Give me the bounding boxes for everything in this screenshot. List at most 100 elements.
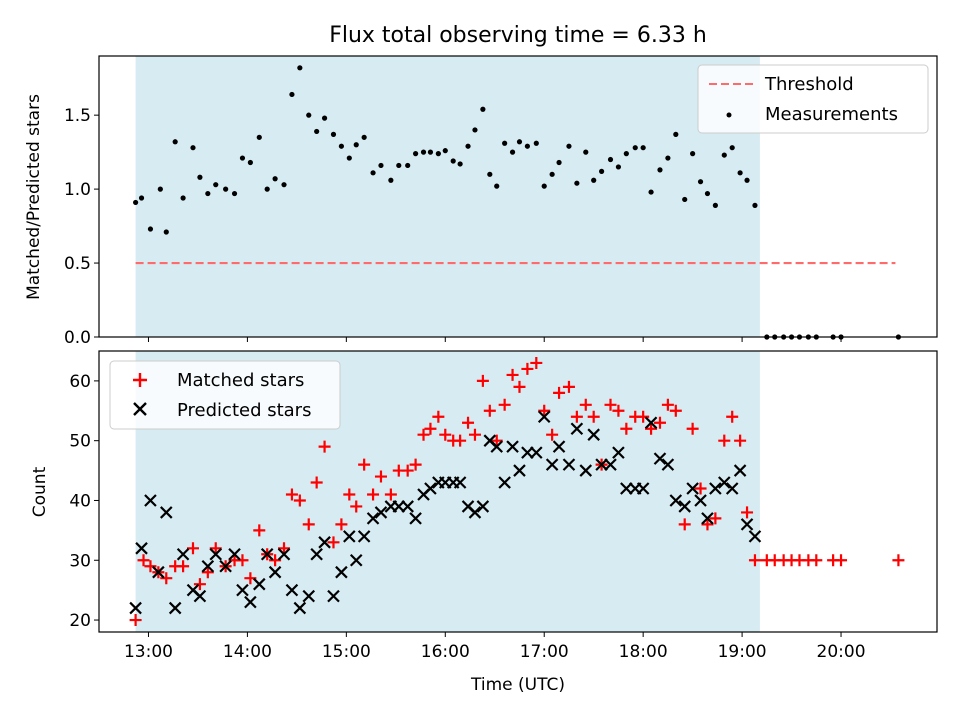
predicted-star-point — [476, 500, 490, 513]
measurement-point — [388, 177, 394, 183]
matched-star-point — [718, 434, 731, 447]
predicted-star-point — [604, 458, 617, 471]
measurement-point — [623, 151, 629, 157]
observing-window-shade — [135, 56, 760, 337]
predicted-star-point — [498, 476, 511, 489]
matched-star-point — [293, 494, 306, 507]
matched-star-point — [835, 554, 848, 567]
top-y-axis: 0.0 0.5 1.0 1.5 — [64, 106, 99, 348]
bottom-x-axis: 13:00 14:00 15:00 16:00 17:00 18:00 19:00 20:00 — [124, 632, 866, 662]
measurement-point — [180, 195, 186, 201]
predicted-star-point — [506, 440, 519, 453]
measurement-point — [494, 183, 500, 189]
measurement-point — [281, 182, 287, 188]
predicted-star-point — [335, 565, 348, 579]
measurement-point — [524, 143, 530, 149]
measurement-point — [541, 183, 547, 189]
matched-star-point — [892, 554, 905, 567]
measurement-point — [412, 151, 419, 157]
predicted-star-point — [686, 482, 699, 495]
measurement-point — [314, 128, 320, 135]
measurement-point — [697, 179, 704, 185]
measurement-point — [533, 140, 539, 146]
measurement-point — [737, 170, 743, 176]
measurement-point — [450, 158, 456, 164]
predicted-star-point — [424, 482, 437, 495]
bottom-x-axis-label: Time (UTC) — [470, 675, 565, 695]
predicted-star-point — [595, 458, 608, 471]
predicted-star-point — [285, 583, 299, 597]
measurement-point — [264, 186, 270, 192]
predicted-star-point — [144, 494, 157, 507]
matched-star-point — [678, 518, 691, 531]
bottom-y-axis: 20 30 40 50 60 — [69, 372, 99, 631]
measurement-point — [480, 106, 486, 112]
measurement-point — [591, 177, 597, 183]
matched-star-point — [490, 434, 503, 447]
top-y-axis-label: Matched/Predicted stars — [24, 94, 44, 300]
measurement-point — [338, 143, 344, 149]
matched-star-point — [686, 422, 699, 435]
predicted-star-point — [268, 565, 282, 579]
predicted-star-point — [709, 482, 722, 495]
measurement-point — [673, 131, 679, 137]
bottom-y-axis-label: Count — [30, 466, 50, 517]
predicted-star-point — [725, 482, 739, 495]
measurement-point — [487, 171, 493, 177]
measurement-point — [665, 155, 671, 161]
predicted-star-point — [552, 440, 566, 453]
measurement-point — [729, 145, 735, 151]
measurement-point — [574, 180, 580, 186]
matched-star-point — [424, 422, 437, 435]
predicted-star-point — [219, 559, 232, 573]
matched-star-point — [530, 356, 543, 369]
matched-star-point — [483, 404, 496, 417]
matched-star-point — [669, 404, 682, 417]
predicted-star-point — [260, 547, 274, 561]
matched-star-point — [498, 398, 511, 411]
measurement-point — [465, 143, 471, 149]
matched-star-point — [137, 554, 150, 567]
measurement-point — [213, 182, 219, 188]
measurement-point — [239, 155, 246, 161]
bottom-legend-box — [109, 360, 341, 430]
y-tick-label: 20 — [69, 611, 91, 631]
matched-star-point — [343, 488, 356, 501]
measurement-point — [632, 145, 638, 151]
chart-title: Flux total observing time = 6.33 h — [329, 23, 707, 48]
y-tick-label: 50 — [69, 432, 91, 452]
matched-star-point — [160, 572, 173, 585]
y-tick-label: 1.5 — [64, 106, 91, 126]
measurement-point — [599, 168, 605, 174]
x-tick-label: 17:00 — [520, 642, 569, 662]
top-plot-frame — [98, 55, 938, 338]
measurement-point — [502, 140, 508, 146]
measurement-point — [457, 161, 463, 167]
matched-star-point — [645, 422, 658, 435]
measurement-point — [472, 127, 478, 133]
predicted-star-point — [537, 410, 551, 424]
measurement-point — [712, 202, 718, 208]
measurement-point — [272, 176, 278, 182]
predicted-star-point — [401, 500, 414, 513]
predicted-star-point — [374, 506, 388, 519]
matched-star-point — [302, 518, 315, 531]
x-tick-label: 13:00 — [124, 642, 173, 662]
predicted-star-point — [669, 494, 683, 507]
predicted-star-point — [570, 422, 584, 436]
matched-star-point — [726, 410, 739, 423]
predicted-star-point — [302, 589, 316, 603]
matched-star-point — [661, 398, 674, 411]
predicted-star-point — [152, 565, 165, 579]
predicted-star-point — [579, 464, 593, 477]
measurement-point — [682, 196, 688, 203]
matched-star-point — [335, 518, 348, 531]
matched-star-point — [129, 614, 142, 627]
predicted-star-point — [129, 601, 142, 615]
predicted-star-point — [176, 547, 190, 561]
matched-star-point — [810, 554, 823, 567]
predicted-star-point — [620, 482, 633, 495]
measurement-point — [190, 145, 196, 151]
matched-star-point — [694, 482, 707, 495]
